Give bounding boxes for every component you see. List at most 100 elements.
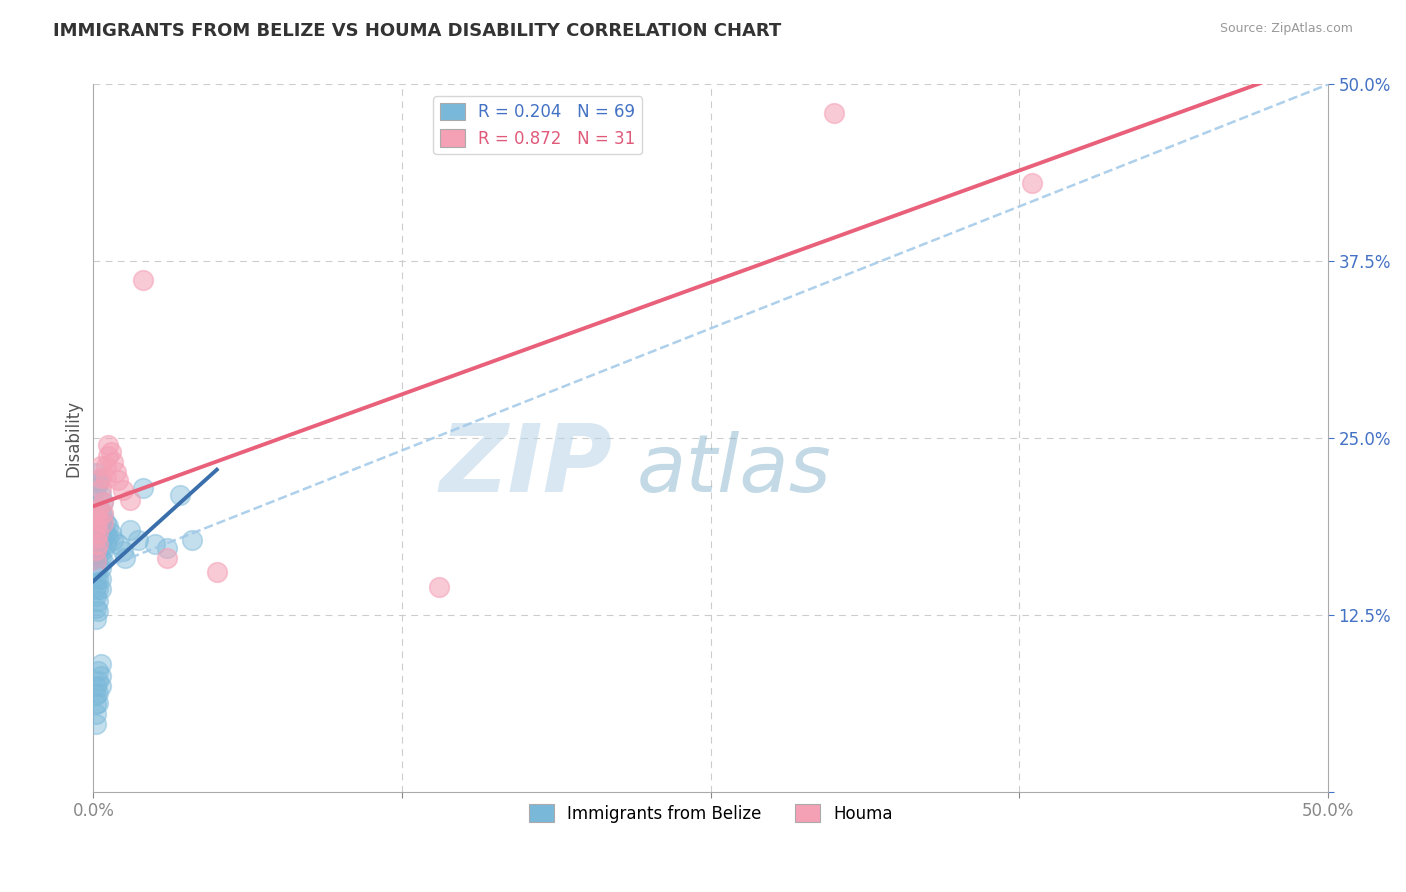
Text: ZIP: ZIP <box>439 420 612 512</box>
Point <box>87 696 110 710</box>
Point <box>84 537 107 551</box>
Point <box>87 537 110 551</box>
Point <box>84 600 107 615</box>
Point <box>107 474 129 488</box>
Point <box>94 470 117 484</box>
Point <box>90 561 112 575</box>
Point <box>97 530 120 544</box>
Point <box>90 573 112 587</box>
Point <box>87 573 110 587</box>
Text: IMMIGRANTS FROM BELIZE VS HOUMA DISABILITY CORRELATION CHART: IMMIGRANTS FROM BELIZE VS HOUMA DISABILI… <box>53 22 782 40</box>
Point <box>90 657 112 672</box>
Point <box>90 668 112 682</box>
Point <box>427 580 450 594</box>
Point <box>100 445 122 459</box>
Point <box>87 513 110 527</box>
Point <box>111 544 134 558</box>
Point <box>91 506 114 520</box>
Point <box>84 716 107 731</box>
Point <box>84 569 107 583</box>
Point <box>823 105 845 120</box>
Point <box>91 516 114 530</box>
Point <box>90 482 112 496</box>
Point <box>114 551 136 566</box>
Point <box>90 470 112 484</box>
Point <box>84 679 107 693</box>
Point <box>90 459 112 474</box>
Point <box>91 554 114 568</box>
Point <box>87 525 110 540</box>
Point <box>84 481 107 495</box>
Point <box>87 559 110 574</box>
Point <box>84 558 107 573</box>
Point <box>205 566 228 580</box>
Point <box>87 476 110 491</box>
Point <box>87 604 110 618</box>
Point <box>111 483 134 498</box>
Point <box>91 508 114 523</box>
Point <box>90 527 112 541</box>
Point <box>100 525 122 540</box>
Point <box>94 537 117 551</box>
Point <box>97 518 120 533</box>
Text: atlas: atlas <box>637 431 831 508</box>
Point <box>84 706 107 721</box>
Point <box>90 487 112 501</box>
Point <box>87 685 110 699</box>
Point <box>84 689 107 703</box>
Point <box>91 494 114 508</box>
Point <box>127 533 149 547</box>
Point <box>84 520 107 534</box>
Point <box>131 272 153 286</box>
Point <box>84 508 107 523</box>
Point <box>87 501 110 516</box>
Point <box>91 542 114 557</box>
Point <box>120 523 142 537</box>
Point <box>90 516 112 530</box>
Point <box>87 501 110 516</box>
Point <box>84 508 107 523</box>
Point <box>84 523 107 537</box>
Point <box>143 537 166 551</box>
Point <box>91 494 114 508</box>
Point <box>90 551 112 566</box>
Point <box>90 679 112 693</box>
Point <box>84 612 107 626</box>
Point <box>97 438 120 452</box>
Point <box>107 537 129 551</box>
Point <box>156 551 179 566</box>
Point <box>84 697 107 711</box>
Point <box>120 493 142 508</box>
Point <box>84 547 107 561</box>
Point <box>90 540 112 554</box>
Y-axis label: Disability: Disability <box>65 400 82 476</box>
Point <box>87 674 110 689</box>
Point <box>84 580 107 594</box>
Point <box>87 537 110 551</box>
Point <box>84 532 107 546</box>
Point <box>94 516 117 530</box>
Text: Source: ZipAtlas.com: Source: ZipAtlas.com <box>1219 22 1353 36</box>
Point <box>87 665 110 679</box>
Point <box>84 590 107 604</box>
Point <box>90 505 112 519</box>
Point <box>169 487 191 501</box>
Point <box>84 467 107 481</box>
Point <box>87 549 110 563</box>
Point <box>87 513 110 527</box>
Point <box>87 525 110 540</box>
Point <box>156 541 179 556</box>
Point <box>87 582 110 597</box>
Point <box>1021 177 1043 191</box>
Point <box>91 532 114 546</box>
Point <box>101 533 124 547</box>
Point <box>91 520 114 534</box>
Point <box>90 582 112 597</box>
Point <box>87 593 110 607</box>
Point <box>181 533 204 547</box>
Point <box>101 455 124 469</box>
Point <box>84 554 107 568</box>
Point <box>104 465 127 479</box>
Point <box>84 542 107 557</box>
Point <box>94 459 117 474</box>
